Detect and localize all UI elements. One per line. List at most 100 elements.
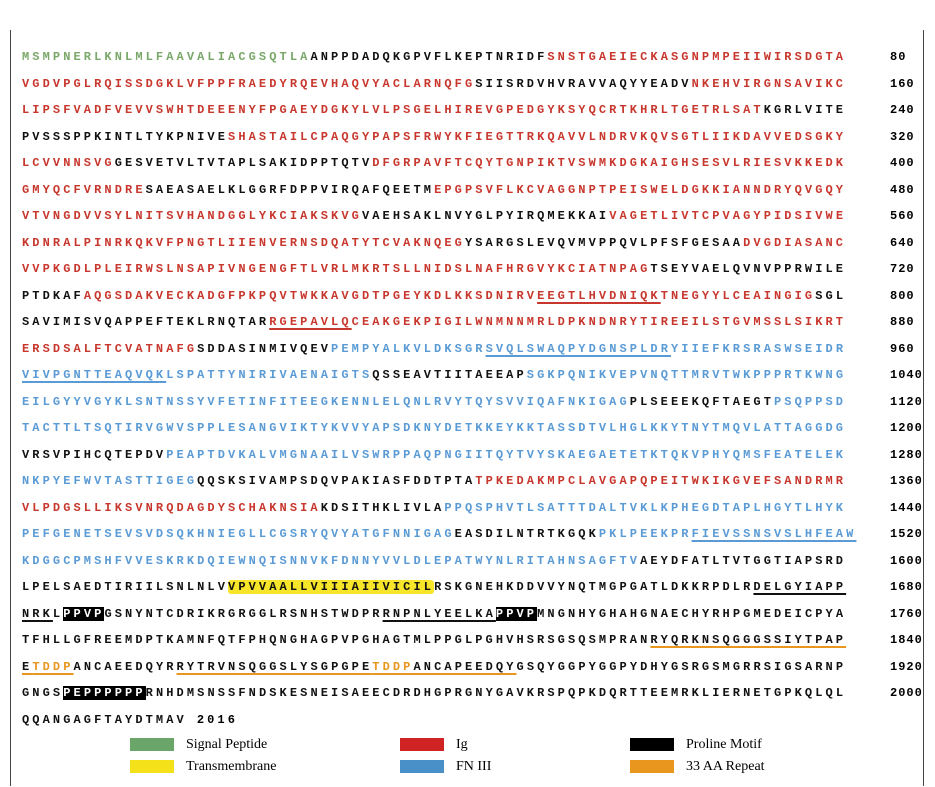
sequence-segment: KGRLVITE — [763, 103, 847, 117]
sequence-segment: VGDVPGLRQISSDGKLVFPPFRAEDYRQEVHAQVYACLAR… — [22, 76, 476, 91]
residue-number: 1920 — [890, 659, 923, 674]
sequence-line: LCVVNNSVGGESVETVLTVTAPLSAKIDPPTQTVDFGRPA… — [22, 150, 914, 177]
residue-number: 1200 — [890, 421, 923, 435]
residue-number: 80 — [890, 50, 907, 64]
sequence-line: LIPSFVADFVEVVSWHTDEEENYFPGAEYDGKYLVLPSGE… — [22, 97, 914, 124]
sequence-text: EILGYYVGYKLSNTNSSYVFETINFITEEGKENNLELQNL… — [22, 389, 874, 416]
sequence-segment: KDSITHKLIVLA — [320, 500, 445, 515]
legend-swatch — [630, 738, 674, 752]
sequence-segment: L — [52, 606, 64, 621]
sequence-segment: NKPYEFWVTASTTIGEG — [22, 474, 198, 488]
legend-label: Ig — [456, 737, 468, 752]
sequence-segment: EPGPSVFLKCVAGGNPTPEISWELDGKKIANNDRYQVGQY — [434, 182, 847, 197]
sequence-segment: QSSEAVTIITAEEAP — [372, 368, 527, 382]
sequence-text: MSMPNERLKNLMLFAAVALIACGSQTLAANPPDADQKGPV… — [22, 44, 874, 71]
sequence-segment: VAEHSAKLNVYGLPYIRQMEKKAI — [361, 209, 610, 223]
sequence-line: KDNRALPINRKQKVFPNGTLIIENVERNSDQATYTCVAKN… — [22, 230, 914, 257]
legend-item: FN III — [400, 757, 491, 777]
sequence-line: QQANGAGFTAYDTMAV 2016 — [22, 707, 874, 734]
sequence-text: SAVIMISVQAPPEFTEKLRNQTARRGEPAVLQCEAKGEKP… — [22, 309, 874, 336]
sequence-line: PTDKAFAQGSDAKVECKADGFPKPQVTWKKAVGDTPGEYK… — [22, 283, 914, 310]
sequence-segment: GSNYNTCDRIKRGRGGLRSNHSTWDPR — [104, 606, 383, 621]
sequence-line: GMYQCFVRNDRESAEASAELKLGGRFDPPVIRQAFQEETM… — [22, 177, 914, 204]
residue-number: 1440 — [890, 500, 923, 515]
sequence-segment: MNGNHYGHAHGNAECHYRHPGMEDEICPYA — [537, 606, 847, 621]
sequence-segment: LIPSFVADFVEVVSWHTDEEENYFPGAEYDGKYLVLPSGE… — [22, 103, 764, 117]
sequence-segment: GMYQCFVRNDRE — [22, 182, 146, 197]
sequence-segment: TNEGYYLCEAINGIG — [660, 288, 816, 303]
sequence-segment: SDDASINMIVQEV — [197, 341, 332, 356]
sequence-segment: CEAKGEKPIGILWNMNNMRLDPKNDNRYTIREEILSTGVM… — [351, 315, 847, 329]
legend-label: Transmembrane — [186, 759, 277, 774]
sequence-segment: KDGGCPMSHFVVESKRKDQIEWNQISNNVKFDNNYVVLDL… — [22, 553, 641, 568]
residue-number: 1760 — [890, 606, 923, 621]
sequence-text: NKPYEFWVTASTTIGEGQQSKSIVAMPSDQVPAKIASFDD… — [22, 468, 874, 495]
sequence-segment: VIVPGNTTEAQVQK — [22, 368, 167, 382]
residue-number: 320 — [890, 129, 915, 144]
legend-swatch — [130, 760, 174, 774]
residue-number: 400 — [890, 156, 915, 170]
residue-number: 480 — [890, 182, 915, 197]
residue-number: 1520 — [890, 527, 923, 541]
legend-item: Proline Motif — [630, 735, 762, 755]
residue-number: 160 — [890, 76, 915, 91]
sequence-segment: DELGYIAPP — [753, 580, 847, 594]
legend-label: Signal Peptide — [186, 737, 268, 752]
residue-number: 1360 — [890, 474, 923, 488]
sequence-segment: GNGS — [22, 686, 64, 700]
sequence-segment: KDNRALPINRKQKVFPNGTLIIENVERNSDQATYTCVAKN… — [22, 235, 465, 250]
sequence-segment: RYQRKNSQGGGSSIYTPAP — [650, 633, 847, 647]
sequence-segment: DFGRPAVFTCQYTGNPIKTVSWMKDGKAIGHSESVLRIES… — [372, 156, 847, 170]
sequence-segment: PPVP#2 — [495, 601, 538, 621]
sequence-segment: NKEHVIRGNSAVIKC — [691, 76, 847, 91]
legend-label: FN III — [456, 759, 492, 774]
residue-number: 1600 — [890, 553, 923, 568]
sequence-line: NRKLPPVP#1GSNYNTCDRIKRGRGGLRSNHSTWDPRRNP… — [22, 601, 922, 628]
sequence-line: NKPYEFWVTASTTIGEGQQSKSIVAMPSDQVPAKIASFDD… — [22, 468, 922, 495]
sequence-segment: DVGDIASANC — [743, 235, 847, 250]
sequence-line: VTVNGDVVSYLNITSVHANDGGLYKCIAKSKVGVAEHSAK… — [22, 203, 914, 230]
sequence-text: KDNRALPINRKQKVFPNGTLIIENVERNSDQATYTCVAKN… — [22, 230, 874, 257]
sequence-segment: LPELSAEDTIRIILSNLNLV — [22, 580, 229, 594]
sequence-text: LIPSFVADFVEVVSWHTDEEENYFPGAEYDGKYLVLPSGE… — [22, 97, 874, 124]
sequence-segment: YSARGSLEVQVMVPPQVLPFSFGESAA — [464, 235, 744, 250]
legend-item: 33 AA Repeat — [630, 757, 765, 777]
sequence-segment: PEAPTDVKALVMGNAAILVSWRPPAQPNGIITQYTVYSKA… — [166, 447, 847, 462]
sequence-segment: EASDILNTRTKGQK — [454, 527, 599, 541]
sequence-line: ETDDPANCAEEDQYRRYTRVNSQGGSLYSGPGPETDDPAN… — [22, 654, 922, 681]
sequence-line: SAVIMISVQAPPEFTEKLRNQTARRGEPAVLQCEAKGEKP… — [22, 309, 914, 336]
sequence-line: VRSVPIHCQTEPDVPEAPTDVKALVMGNAAILVSWRPPAQ… — [22, 442, 922, 469]
sequence-segment: RNPNLYEELKA — [382, 606, 496, 621]
sequence-text: GNGSPEPPPPPPRNHDMSNSSFNDSKESNEISAEECDRDH… — [22, 680, 874, 707]
sequence-segment: AQGSDAKVECKADGFPKPQVTWKKAVGDTPGEYKDLKKSD… — [83, 288, 538, 303]
sequence-text: PTDKAFAQGSDAKVECKADGFPKPQVTWKKAVGDTPGEYK… — [22, 283, 874, 310]
sequence-segment: RNHDMSNSSFNDSKESNEISAEECDRDHGPRGNYGAVKRS… — [145, 686, 847, 700]
residue-number: 240 — [890, 103, 915, 117]
sequence-segment: LCVVNNSVG — [22, 156, 115, 170]
motif-marker: #1 — [71, 601, 83, 605]
sequence-segment: RSKGNEHKDDVVYNQTMGPGATLDKKRPDLR — [434, 580, 754, 594]
legend-swatch — [130, 738, 174, 752]
sequence-text: LPELSAEDTIRIILSNLNLVVPVVAALLVIIIAIIVICIL… — [22, 574, 874, 601]
legend-swatch — [400, 738, 444, 752]
sequence-line: ERSDSALFTCVATNAFGSDDASINMIVQEVPEMPYALKVL… — [22, 336, 914, 363]
sequence-segment: RGEPAVLQ — [269, 315, 352, 329]
sequence-segment: GSQYGGPYGGPYDHYGSRGSMGRRSIGSARNP — [516, 659, 847, 674]
sequence-text: TFHLLGFREEMDPTKAMNFQTFPHQNGHAGPVPGHAGTML… — [22, 627, 874, 654]
sequence-segment: PEPPPPPP — [63, 686, 146, 700]
sequence-line: VIVPGNTTEAQVQKLSPATTYNIRIVAENAIGTSQSSEAV… — [22, 362, 922, 389]
sequence-text: KDGGCPMSHFVVESKRKDQIEWNQISNNVKFDNNYVVLDL… — [22, 548, 874, 575]
sequence-text: TACTTLTSQTIRVGWVSPPLESANGVIKTYKVVYAPSDKN… — [22, 415, 874, 442]
residue-number: 640 — [890, 235, 915, 250]
residue-number: 720 — [890, 262, 915, 276]
sequence-segment: ANCAPEEDQY — [413, 659, 517, 674]
sequence-text: VRSVPIHCQTEPDVPEAPTDVKALVMGNAAILVSWRPPAQ… — [22, 442, 874, 469]
sequence-segment: SGKPQNIKVEPVNQTTMRVTWKPPPRTKWNG — [526, 368, 847, 382]
sequence-segment: GESVETVLTVTAPLSAKIDPPTQTV — [114, 156, 373, 170]
residue-number: 1840 — [890, 633, 923, 647]
sequence-line: GNGSPEPPPPPPRNHDMSNSSFNDSKESNEISAEECDRDH… — [22, 680, 922, 707]
residue-number: 560 — [890, 209, 915, 223]
sequence-text: VLPDGSLLIKSVNRQDAGDYSCHAKNSIAKDSITHKLIVL… — [22, 495, 874, 522]
sequence-text: ERSDSALFTCVATNAFGSDDASINMIVQEVPEMPYALKVL… — [22, 336, 874, 363]
sequence-segment: ERSDSALFTCVATNAFG — [22, 341, 198, 356]
